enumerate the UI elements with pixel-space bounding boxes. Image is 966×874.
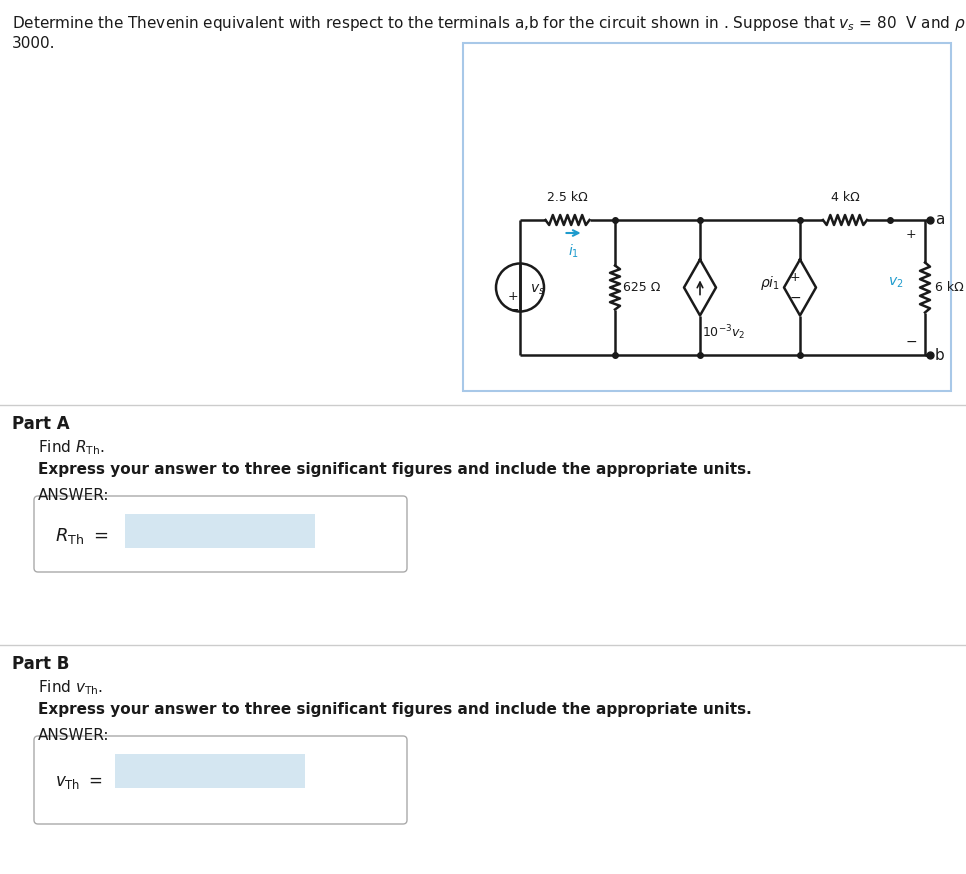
Bar (125, 514, 315, 548)
Text: $R_{\rm Th}\ =$: $R_{\rm Th}\ =$ (55, 526, 108, 546)
Text: $i_1$: $i_1$ (568, 243, 579, 260)
Text: ANSWER:: ANSWER: (38, 488, 109, 503)
Text: Part A: Part A (12, 415, 70, 433)
Text: Determine the Thevenin equivalent with respect to the terminals a,b for the circ: Determine the Thevenin equivalent with r… (12, 14, 966, 33)
Text: Find $R_{\rm Th}$.: Find $R_{\rm Th}$. (38, 438, 104, 457)
Text: +: + (789, 271, 800, 284)
FancyBboxPatch shape (34, 496, 407, 572)
Text: −: − (905, 335, 917, 349)
Bar (115, 754, 305, 788)
Text: 4 kΩ: 4 kΩ (831, 191, 860, 204)
Text: 3000.: 3000. (12, 36, 55, 51)
Text: a: a (935, 212, 945, 227)
Text: ANSWER:: ANSWER: (38, 728, 109, 743)
Text: $v_2$: $v_2$ (888, 275, 903, 289)
Text: −: − (507, 302, 519, 316)
Text: 2.5 kΩ: 2.5 kΩ (547, 191, 588, 204)
Text: 6 kΩ: 6 kΩ (935, 281, 964, 294)
Bar (463, 43, 951, 391)
Text: −: − (789, 290, 801, 304)
FancyBboxPatch shape (34, 736, 407, 824)
Text: +: + (508, 290, 519, 303)
Text: Part B: Part B (12, 655, 70, 673)
Text: $v_{\rm Th}\ =$: $v_{\rm Th}\ =$ (55, 773, 102, 791)
Text: Express your answer to three significant figures and include the appropriate uni: Express your answer to three significant… (38, 462, 752, 477)
Text: $10^{-3}v_2$: $10^{-3}v_2$ (702, 323, 746, 343)
Text: 625 Ω: 625 Ω (623, 281, 661, 294)
Text: Find $v_{\rm Th}$.: Find $v_{\rm Th}$. (38, 678, 103, 697)
Text: +: + (906, 227, 917, 240)
Text: $v_s$: $v_s$ (530, 282, 545, 296)
Text: Express your answer to three significant figures and include the appropriate uni: Express your answer to three significant… (38, 702, 752, 717)
Text: $\rho i_1$: $\rho i_1$ (760, 274, 780, 293)
Text: b: b (935, 348, 945, 363)
